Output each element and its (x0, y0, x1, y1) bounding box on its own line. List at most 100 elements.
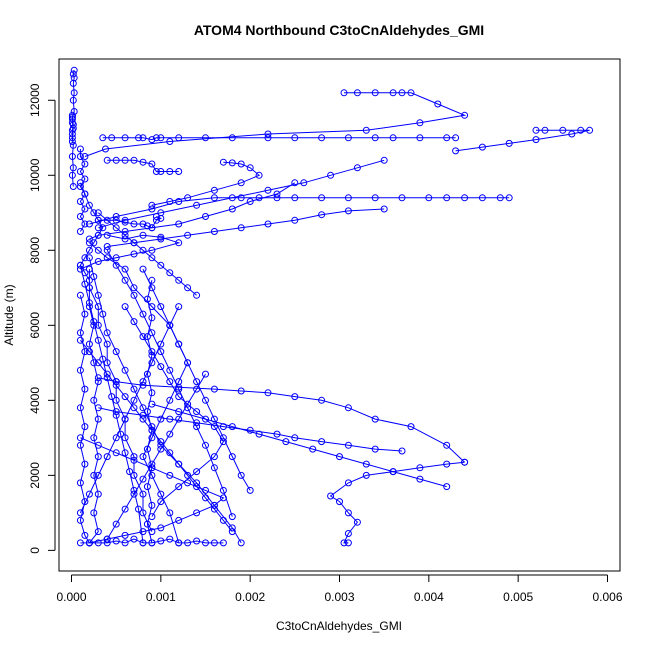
data-point (148, 314, 156, 322)
data-point (496, 194, 504, 202)
data-point (210, 464, 218, 472)
data-point (175, 516, 183, 524)
series-27 (76, 434, 227, 547)
data-point (121, 393, 129, 401)
data-point (85, 265, 93, 273)
data-point (94, 336, 102, 344)
data-point (121, 539, 129, 547)
data-point (90, 209, 98, 217)
data-point (157, 303, 165, 311)
data-point (112, 408, 120, 416)
data-point (121, 218, 129, 226)
series-line (80, 234, 181, 270)
data-point (99, 224, 107, 232)
data-point (85, 303, 93, 311)
data-point (228, 159, 236, 167)
data-point (157, 340, 165, 348)
data-point (255, 430, 263, 438)
y-tick-label: 10000 (28, 158, 42, 192)
data-point (143, 222, 151, 230)
series-line (80, 339, 233, 532)
series-line (102, 137, 456, 141)
data-point (148, 434, 156, 442)
data-point (121, 449, 129, 457)
data-point (130, 396, 138, 404)
data-point (81, 385, 89, 393)
data-point (103, 156, 111, 164)
series-line (79, 182, 104, 281)
data-point (157, 490, 165, 498)
data-point (85, 348, 93, 356)
data-point (157, 537, 165, 545)
data-point (76, 168, 84, 175)
data-point (318, 396, 326, 404)
data-point (94, 291, 102, 299)
plot-frame (58, 58, 621, 572)
data-point (81, 269, 89, 277)
series-line (98, 159, 385, 229)
data-point (318, 194, 326, 202)
data-point (85, 201, 93, 209)
data-point (210, 423, 218, 431)
data-point (103, 254, 111, 262)
data-point (336, 453, 343, 461)
data-point (210, 539, 218, 547)
data-point (139, 158, 147, 166)
data-point (237, 387, 245, 395)
data-point (85, 220, 93, 228)
data-point (505, 139, 513, 147)
data-point (143, 333, 151, 341)
data-point (103, 246, 111, 254)
x-tick-label: 0.005 (503, 590, 533, 604)
data-point (202, 134, 209, 142)
data-point (344, 509, 352, 517)
series-25 (148, 400, 451, 491)
data-point (246, 486, 254, 494)
data-point (143, 445, 151, 453)
data-point (81, 160, 89, 168)
data-point (157, 168, 165, 175)
series-8 (148, 158, 263, 209)
data-point (478, 194, 486, 202)
data-point (148, 329, 156, 337)
data-point (112, 254, 120, 262)
data-point (121, 134, 129, 142)
data-point (81, 460, 89, 468)
data-point (353, 518, 361, 526)
data-point (202, 415, 209, 423)
data-point (76, 198, 84, 205)
data-point (166, 378, 174, 386)
series-line (79, 306, 180, 514)
data-point (90, 359, 98, 367)
data-point (344, 404, 352, 412)
data-point (94, 441, 102, 449)
data-point (121, 531, 129, 539)
data-point (94, 404, 102, 412)
data-point (139, 265, 147, 273)
data-point (273, 190, 281, 198)
data-point (68, 153, 76, 160)
data-point (291, 216, 299, 224)
data-point (103, 370, 111, 378)
series-34 (76, 145, 89, 235)
data-point (76, 434, 84, 442)
data-point (318, 134, 326, 142)
series-9 (85, 179, 299, 243)
data-point (309, 445, 317, 453)
series-line (106, 373, 206, 540)
data-point (69, 141, 77, 149)
series-line (107, 159, 179, 172)
data-point (193, 201, 201, 209)
data-point (85, 276, 93, 284)
series-group (68, 66, 594, 547)
data-point (340, 89, 348, 97)
data-point (76, 479, 84, 487)
series-10 (94, 156, 388, 232)
data-point (103, 539, 111, 547)
data-point (175, 239, 183, 247)
data-point (112, 261, 120, 269)
data-point (175, 303, 183, 311)
data-point (130, 318, 138, 326)
data-point (166, 168, 174, 175)
series-2 (99, 134, 460, 144)
